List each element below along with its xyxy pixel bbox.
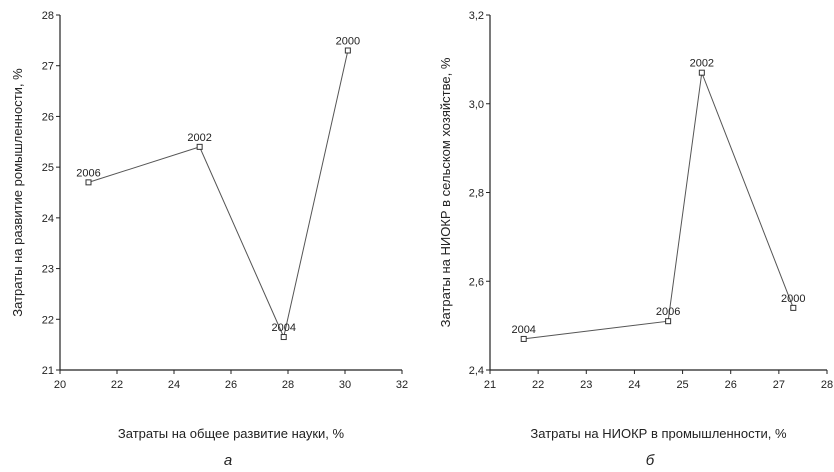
data-point-marker [790, 304, 797, 311]
series-line [523, 70, 794, 340]
x-tick-label: 28 [282, 379, 294, 391]
x-tick-label: 25 [676, 379, 688, 391]
chart-panel-b: 21 22 23 24 25 26 27 28 2,4 2,6 2,8 3,0 3,2 Затраты н… [438, 10, 833, 469]
x-tick-label: 28 [821, 379, 833, 391]
y-tick-label: 2,8 [469, 188, 484, 200]
data-point-label: 2004 [511, 324, 535, 336]
x-tick-label: 32 [396, 379, 408, 391]
x-tick-label: 26 [225, 379, 237, 391]
data-point-label: 2006 [76, 167, 100, 179]
data-point-marker [85, 179, 92, 186]
data-point-marker [665, 318, 672, 325]
x-tick-label: 21 [484, 379, 496, 391]
y-axis-title: Затраты на НИОКР в сельском хозяйстве, % [438, 57, 453, 327]
y-tick-label: 25 [42, 162, 54, 174]
data-point-marker [520, 335, 527, 342]
data-point-marker [196, 143, 203, 150]
y-tick-label: 3,2 [469, 10, 484, 22]
y-tick-label: 26 [42, 111, 54, 123]
data-point-label: 2002 [187, 132, 211, 144]
x-axis-title: Затраты на НИОКР в промышленности, % [530, 426, 787, 441]
series-line [88, 50, 349, 339]
x-tick-label: 26 [725, 379, 737, 391]
data-point-marker [698, 69, 705, 76]
y-tick-label: 23 [42, 264, 54, 276]
x-axis-title: Затраты на общее развитие науки, % [118, 426, 345, 441]
data-point-marker [344, 47, 351, 54]
x-tick-label: 20 [54, 379, 66, 391]
y-tick-label: 28 [42, 10, 54, 22]
data-point-label: 2004 [271, 322, 295, 334]
data-point-marker [280, 334, 287, 341]
data-point-label: 2000 [781, 293, 805, 305]
x-tick-label: 30 [339, 379, 351, 391]
x-tick-label: 22 [111, 379, 123, 391]
y-tick-label: 24 [42, 213, 54, 225]
panel-letter: б [646, 452, 655, 469]
y-tick-label: 22 [42, 314, 54, 326]
panel-letter: а [224, 452, 232, 469]
y-tick-label: 27 [42, 61, 54, 73]
x-tick-label: 24 [628, 379, 640, 391]
y-tick-label: 3,0 [469, 99, 484, 111]
data-point-label: 2006 [656, 306, 680, 318]
data-point-label: 2002 [690, 58, 714, 70]
x-tick-label: 24 [168, 379, 180, 391]
data-point-label: 2000 [336, 36, 360, 48]
x-tick-label: 27 [773, 379, 785, 391]
y-tick-label: 21 [42, 365, 54, 377]
y-tick-label: 2,4 [469, 365, 484, 377]
chart-panel-a: 20 22 24 26 28 30 32 21 22 23 24 25 26 27 28 Затраты на… [10, 10, 408, 469]
x-tick-label: 22 [532, 379, 544, 391]
y-tick-label: 2,6 [469, 276, 484, 288]
y-axis-title: Затраты на развитие ромышленности, % [10, 68, 25, 317]
x-tick-label: 23 [580, 379, 592, 391]
